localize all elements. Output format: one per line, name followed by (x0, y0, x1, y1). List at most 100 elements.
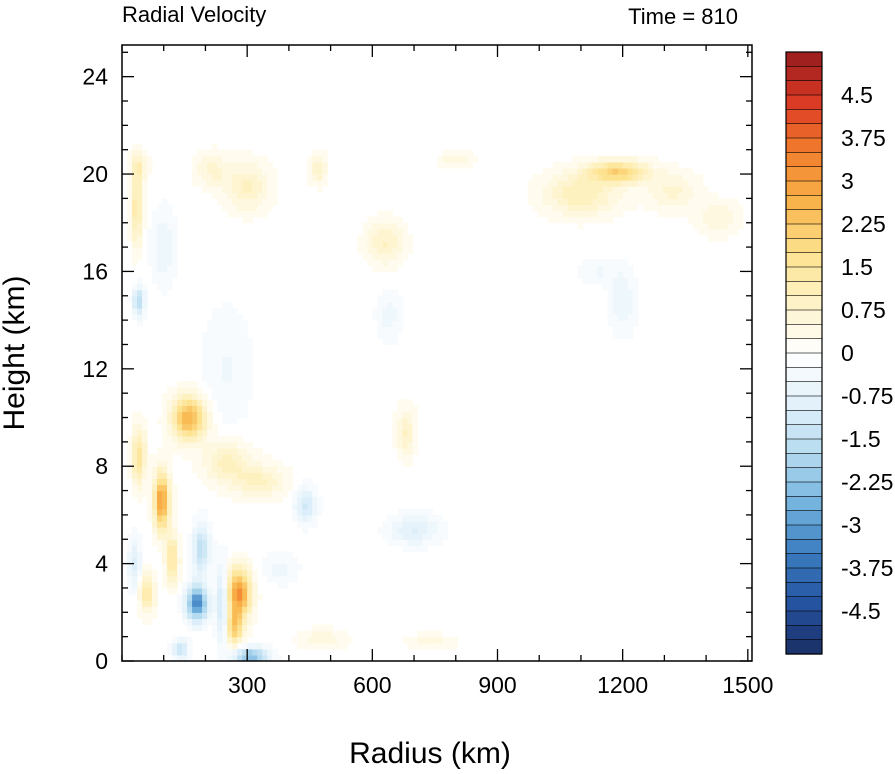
field-cell (182, 405, 188, 413)
field-cell (262, 204, 268, 212)
field-cell (222, 174, 228, 181)
field-cell (197, 606, 203, 613)
field-cell (177, 435, 183, 443)
field-cell (462, 161, 469, 169)
field-cell (732, 216, 739, 224)
field-cell (587, 155, 594, 163)
field-cell (667, 180, 674, 187)
field-cell (237, 587, 243, 595)
field-cell (597, 180, 604, 187)
field-cell (222, 472, 228, 479)
field-cell (197, 557, 203, 565)
field-cell (172, 514, 178, 522)
field-cell (292, 502, 298, 510)
field-cell (182, 435, 188, 443)
field-cell (157, 247, 163, 254)
field-cell (222, 417, 228, 425)
field-cell (207, 180, 213, 187)
field-cell (197, 387, 203, 394)
field-cell (237, 636, 243, 644)
colorbar-box (785, 223, 823, 239)
field-cell (242, 338, 248, 346)
field-cell (262, 648, 268, 656)
field-cell (242, 496, 248, 504)
field-cell (542, 210, 549, 218)
field-cell (172, 247, 178, 254)
field-cell (202, 149, 208, 157)
field-cell (377, 527, 383, 534)
field-cell (137, 192, 143, 199)
colorbar-box (785, 123, 823, 139)
field-cell (622, 289, 629, 297)
field-cell (137, 149, 143, 157)
field-cell (607, 271, 614, 279)
field-cell (292, 563, 298, 571)
field-cell (567, 161, 574, 169)
field-cell (262, 180, 268, 187)
field-cell (612, 283, 619, 291)
field-cell (152, 484, 158, 492)
field-cell (552, 174, 559, 181)
field-cell (127, 435, 133, 443)
field-cell (142, 466, 148, 473)
field-cell (242, 648, 248, 656)
field-cell (392, 265, 398, 273)
colorbar-box (785, 180, 823, 196)
field-cell (392, 411, 398, 419)
field-cell (252, 454, 258, 461)
field-cell (242, 405, 248, 413)
field-cell (437, 533, 444, 540)
field-cell (207, 551, 213, 559)
field-cell (307, 508, 313, 516)
field-cell (262, 642, 268, 650)
field-cell (217, 630, 223, 638)
field-cell (617, 186, 624, 193)
field-cell (532, 204, 539, 212)
field-cell (387, 320, 393, 327)
field-cell (382, 332, 388, 339)
field-cell (177, 636, 183, 644)
field-cell (622, 307, 629, 315)
field-cell (167, 496, 173, 504)
field-cell (187, 594, 193, 601)
field-cell (717, 222, 724, 230)
field-cell (727, 210, 734, 218)
field-cell (702, 204, 709, 212)
field-cell (262, 198, 268, 206)
field-cell (567, 180, 574, 187)
field-cell (637, 174, 644, 181)
field-cell (227, 338, 233, 346)
field-cell (257, 466, 263, 473)
field-cell (167, 271, 173, 279)
field-cell (402, 222, 408, 230)
field-cell (587, 180, 594, 187)
field-cell (162, 399, 168, 406)
field-cell (137, 277, 143, 285)
field-cell (567, 167, 574, 175)
field-cell (207, 399, 213, 406)
field-cell (222, 581, 228, 589)
field-cell (362, 234, 368, 242)
field-cell (592, 271, 599, 279)
field-cell (632, 307, 639, 315)
field-cell (172, 241, 178, 248)
field-cell (442, 521, 449, 528)
field-cell (592, 180, 599, 187)
field-cell (252, 186, 258, 193)
field-cell (602, 192, 609, 199)
field-cell (637, 180, 644, 187)
field-cell (392, 259, 398, 266)
field-cell (412, 539, 418, 546)
field-cell (617, 332, 624, 339)
field-cell (277, 581, 283, 589)
field-cell (177, 411, 183, 419)
field-cell (672, 180, 679, 187)
field-cell (612, 161, 619, 169)
field-cell (627, 295, 634, 303)
field-cell (172, 508, 178, 516)
field-cell (182, 594, 188, 601)
field-cell (192, 417, 198, 425)
y-tick-label: 16 (82, 258, 108, 284)
x-tick-label: 900 (478, 672, 516, 698)
field-cell (402, 508, 408, 516)
